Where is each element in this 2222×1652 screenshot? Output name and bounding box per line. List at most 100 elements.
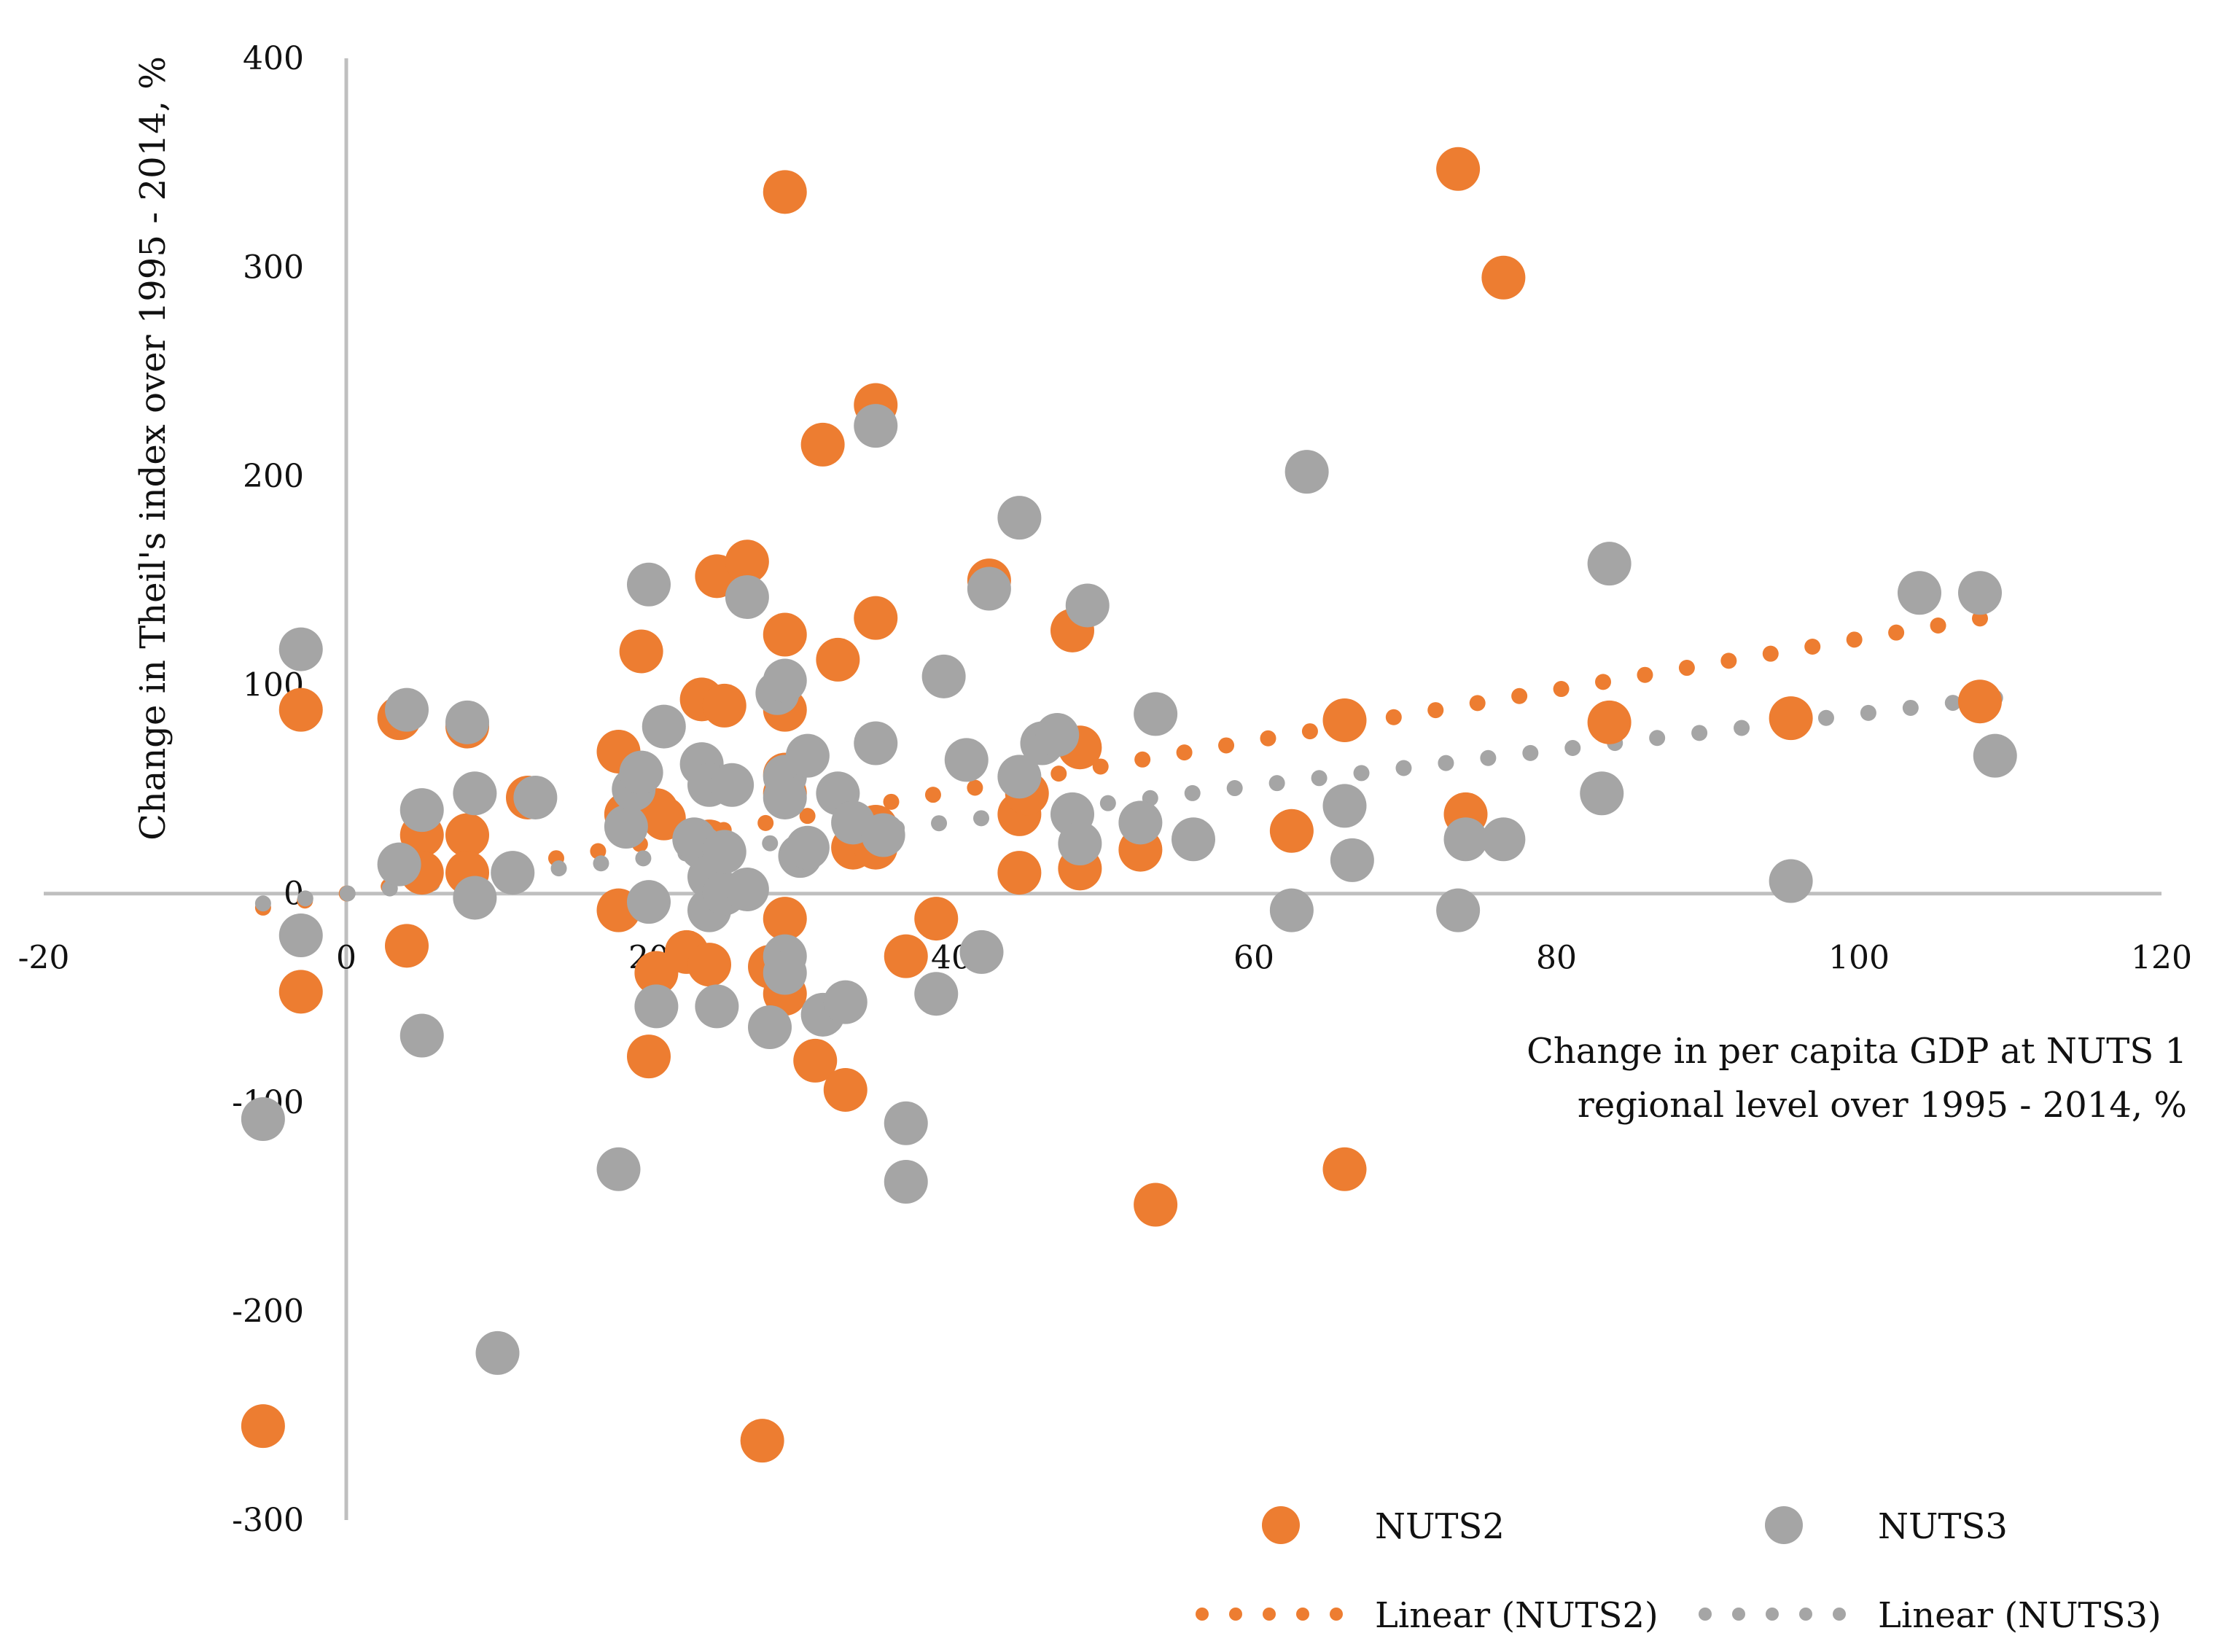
data-point-nuts3	[702, 830, 746, 874]
data-point-nuts3	[278, 913, 323, 957]
data-point-nuts3	[997, 755, 1042, 799]
trendline-dot	[1511, 687, 1528, 704]
trendline-dot	[339, 885, 356, 902]
trendline-dot	[1099, 795, 1116, 811]
data-point-nuts3	[634, 984, 679, 1029]
trendline-dot	[1804, 639, 1821, 655]
data-point-nuts3	[1481, 817, 1526, 862]
x-tick-label: 80	[1536, 940, 1577, 977]
data-point-nuts2	[278, 970, 323, 1014]
legend-marker-linear-nuts2	[1196, 1608, 1343, 1621]
data-point-nuts3	[1058, 821, 1102, 865]
trendline-dot	[1353, 765, 1370, 782]
data-point-nuts3	[914, 972, 959, 1016]
data-point-nuts2	[1269, 809, 1314, 853]
data-point-nuts2	[725, 539, 769, 584]
legend-label-linear-nuts2: Linear (NUTS2)	[1375, 1595, 1658, 1636]
trendline-dot	[1218, 737, 1235, 754]
trendline-dot	[1564, 740, 1581, 757]
x-axis-title-line-1: Change in per capita GDP at NUTS 1	[1527, 1031, 2187, 1072]
series-nuts2	[241, 147, 2002, 1463]
trendline-dot	[972, 810, 989, 827]
legend-label-linear-nuts3: Linear (NUTS3)	[1878, 1595, 2161, 1636]
trendline-dot	[1595, 674, 1612, 690]
trendline-dot	[931, 815, 948, 832]
y-tick-labels: -300-200-1000100200300400	[232, 40, 304, 1539]
data-point-nuts2	[445, 813, 489, 857]
data-points	[241, 147, 2017, 1463]
data-point-nuts2	[1769, 696, 1813, 741]
data-point-nuts3	[241, 1097, 285, 1142]
trendline-dot	[550, 860, 567, 877]
data-point-nuts3	[1330, 838, 1374, 882]
data-point-nuts3	[1322, 784, 1367, 828]
axes	[44, 58, 2161, 1520]
data-point-nuts3	[763, 658, 807, 703]
data-point-nuts2	[763, 897, 807, 941]
data-point-nuts2	[800, 422, 845, 467]
data-point-nuts3	[642, 704, 686, 749]
data-point-nuts3	[1172, 817, 1215, 862]
x-tick-labels: -20020406080100120	[18, 940, 2192, 977]
data-point-nuts3	[944, 738, 989, 782]
data-point-nuts3	[725, 867, 769, 911]
data-point-nuts3	[725, 574, 769, 619]
trendline-dot	[593, 855, 609, 872]
x-tick-label: 120	[2131, 940, 2192, 977]
trendline-dot	[1385, 709, 1402, 725]
data-point-nuts3	[491, 851, 535, 895]
data-point-nuts3	[1769, 859, 1813, 903]
y-axis-title: Change in Theil's index over 1995 - 2014…	[133, 56, 174, 841]
data-point-nuts2	[823, 1067, 868, 1112]
trendline-dot	[1050, 765, 1067, 782]
legend-label-nuts2: NUTS2	[1375, 1506, 1505, 1547]
trendline-dot	[1637, 666, 1653, 683]
data-point-nuts2	[1481, 255, 1526, 300]
trendline-dot	[1944, 695, 1961, 712]
data-point-nuts2	[1134, 1182, 1178, 1227]
data-point-nuts3	[1118, 800, 1163, 845]
data-point-nuts3	[861, 813, 905, 857]
data-point-nuts2	[1322, 1147, 1367, 1191]
trendline-dot	[1734, 720, 1750, 736]
legend-marker-nuts3	[1765, 1506, 1803, 1544]
trendline-dot	[1846, 631, 1863, 648]
data-point-nuts3	[453, 771, 497, 816]
trendline-dot	[1427, 702, 1444, 719]
data-point-nuts3	[1443, 817, 1488, 862]
legend-label-nuts3: NUTS3	[1878, 1506, 2008, 1547]
trendline-dot	[757, 814, 774, 831]
trendline-dot	[590, 843, 607, 860]
data-point-nuts2	[793, 1038, 838, 1083]
data-point-nuts3	[1973, 733, 2017, 778]
data-point-nuts3	[997, 496, 1042, 540]
x-tick-label: -20	[18, 940, 70, 977]
trendline-dot	[1860, 704, 1876, 721]
data-point-nuts3	[399, 1013, 444, 1058]
trendline-dot	[1720, 652, 1737, 669]
data-point-nuts3	[596, 1147, 641, 1191]
data-point-nuts2	[278, 687, 323, 732]
data-point-nuts2	[1958, 679, 2002, 724]
trendline-dot	[1649, 730, 1666, 747]
x-axis-title-line-2: regional level over 1995 - 2014, %	[1578, 1085, 2187, 1126]
data-point-nuts2	[1322, 698, 1367, 742]
data-point-nuts3	[385, 687, 429, 732]
data-point-nuts2	[241, 1404, 285, 1449]
data-point-nuts3	[453, 876, 497, 920]
data-point-nuts2	[884, 934, 928, 978]
data-point-nuts3	[1898, 571, 1941, 615]
trendline-dot	[1134, 751, 1151, 768]
data-point-nuts3	[1580, 771, 1624, 816]
trendline-dot	[1762, 645, 1779, 662]
trendline-dot	[1301, 723, 1318, 740]
trendline-dot	[1678, 660, 1695, 677]
data-point-nuts3	[785, 733, 830, 778]
trendline-dot	[924, 787, 941, 803]
data-point-nuts3	[513, 775, 558, 819]
x-tick-label: 60	[1233, 940, 1274, 977]
data-point-nuts2	[687, 943, 731, 987]
data-point-nuts2	[619, 629, 663, 674]
trendline-dot	[1691, 725, 1708, 741]
